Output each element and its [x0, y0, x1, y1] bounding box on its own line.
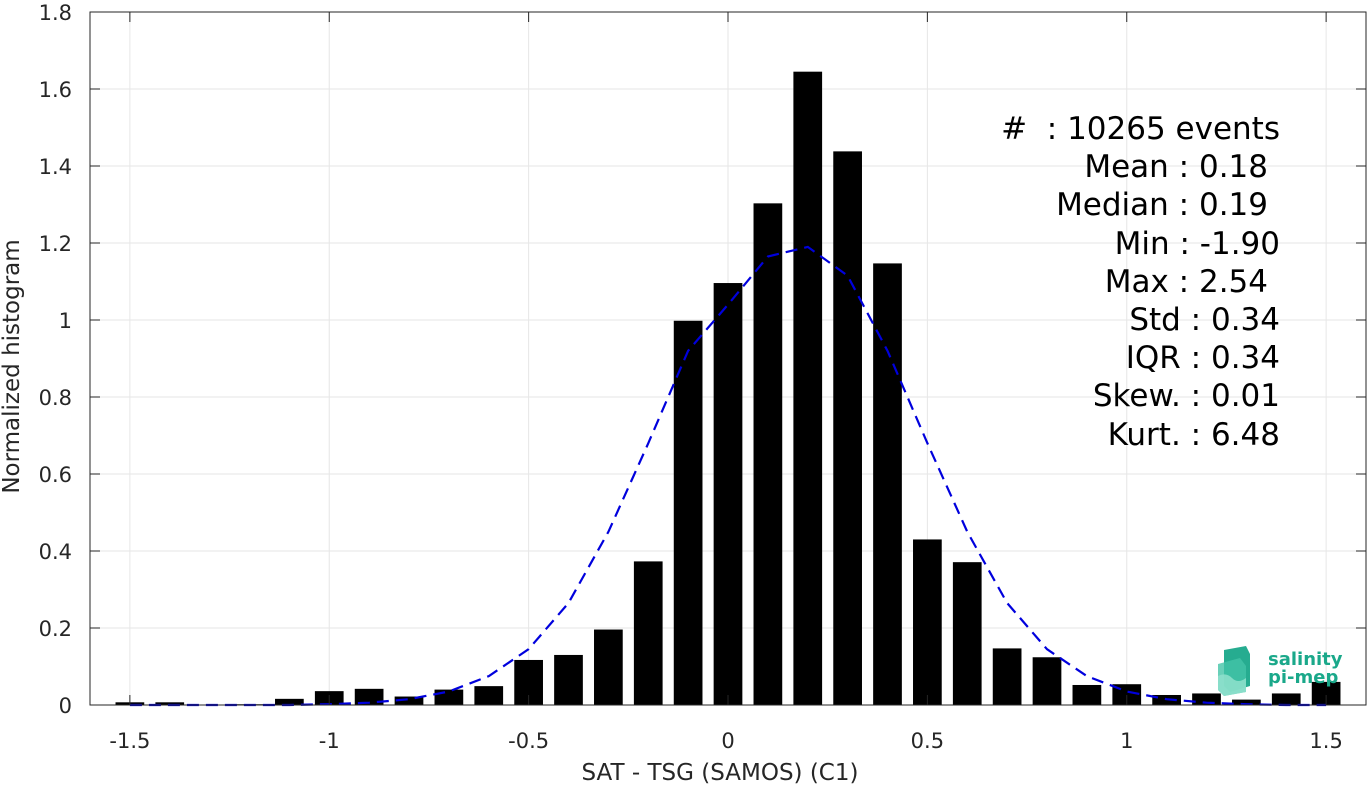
histogram-bar: [1311, 681, 1341, 705]
x-tick-label: 1: [1120, 729, 1133, 753]
histogram-bar: [673, 320, 703, 705]
stat-median: Median : 0.19: [1056, 187, 1268, 224]
histogram-bar: [1072, 684, 1102, 705]
y-tick-label: 0.6: [39, 463, 72, 487]
histogram-bar: [913, 539, 942, 705]
histogram-bar: [833, 151, 862, 705]
y-tick-label: 0: [59, 694, 72, 718]
histogram-bar: [155, 702, 185, 705]
y-tick-label: 1.2: [39, 232, 72, 256]
y-axis-label: Normalized histogram: [0, 239, 25, 493]
histogram-bar: [394, 696, 424, 705]
y-tick-label: 0.4: [39, 540, 72, 564]
histogram-bar: [992, 648, 1022, 705]
stat-std: Std : 0.34: [1129, 302, 1280, 339]
y-tick-label: 1: [59, 309, 72, 333]
stat-mean: Mean : 0.18: [1084, 149, 1268, 186]
stat-iqr: IQR : 0.34: [1125, 340, 1280, 377]
stat-max: Max : 2.54: [1104, 263, 1268, 300]
x-tick-label: 1.5: [1309, 729, 1342, 753]
histogram-bar: [1271, 693, 1301, 705]
x-axis-label: SAT - TSG (SAMOS) (C1): [582, 760, 859, 785]
logo-mark-icon: [1218, 646, 1250, 696]
stat-kurt: Kurt. : 6.48: [1107, 416, 1280, 453]
histogram-bar: [354, 688, 384, 705]
salinity-pimep-logo: salinity pi-mep: [1216, 646, 1346, 696]
histogram-bar: [713, 283, 743, 705]
y-tick-label: 0.8: [39, 386, 72, 410]
histogram-bar: [434, 689, 464, 705]
x-tick-label: 0: [721, 729, 734, 753]
x-tick-label: -1: [319, 729, 340, 753]
stat-skew: Skew. : 0.01: [1092, 378, 1280, 415]
x-tick-label: -1.5: [109, 729, 150, 753]
histogram-bar: [952, 562, 982, 705]
histogram-bar: [753, 203, 783, 705]
stat-count: # : 10265 events: [1001, 111, 1280, 147]
logo-text-line1: salinity: [1268, 649, 1343, 670]
y-tick-label: 1.4: [39, 155, 72, 179]
y-tick-label: 0.2: [39, 617, 72, 641]
histogram-bar: [554, 654, 583, 705]
y-tick-label: 1.6: [39, 78, 72, 102]
histogram-bar: [594, 629, 623, 705]
y-ticks: 0 0.2 0.4 0.6 0.8 1 1.2 1.4 1.6 1.8: [39, 1, 1366, 718]
stats-box: # : 10265 events Mean : 0.18 Median : 0.…: [960, 110, 1280, 454]
y-tick-label: 1.8: [39, 1, 72, 25]
histogram-bar: [474, 686, 504, 705]
histogram-bar: [793, 71, 823, 706]
x-tick-label: 0.5: [911, 729, 944, 753]
histogram-bar: [275, 698, 304, 705]
histogram-bar: [1232, 699, 1261, 705]
histogram-bar: [1032, 657, 1062, 705]
stat-min: Min : -1.90: [1114, 225, 1280, 262]
histogram-bar: [873, 263, 902, 705]
logo-text-line2: pi-mep: [1268, 667, 1339, 688]
x-tick-label: -0.5: [508, 729, 549, 753]
histogram-bar: [1192, 693, 1221, 705]
x-ticks: -1.5 -1 -0.5 0 0.5 1 1.5: [109, 12, 1343, 753]
histogram-bar: [633, 561, 663, 705]
